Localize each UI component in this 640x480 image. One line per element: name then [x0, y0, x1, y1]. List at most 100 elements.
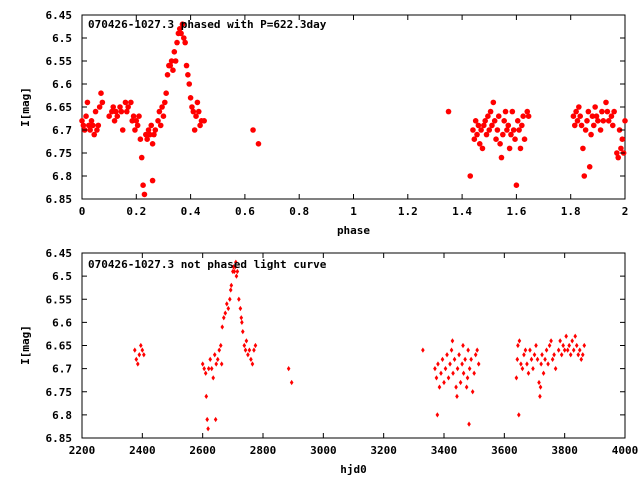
- data-point: [187, 95, 194, 101]
- y-tick-label: 6.7: [52, 124, 72, 137]
- data-point: [568, 352, 573, 358]
- y-tick-label: 6.6: [52, 78, 72, 91]
- y-axis-title: I[mag]: [19, 87, 32, 127]
- data-point: [204, 393, 209, 399]
- data-point: [201, 118, 207, 124]
- data-point: [540, 352, 544, 358]
- data-point: [475, 122, 482, 129]
- data-point: [168, 58, 175, 64]
- data-point: [185, 72, 191, 78]
- data-point: [80, 122, 87, 129]
- data-point: [186, 81, 193, 87]
- data-point: [597, 127, 604, 133]
- data-point: [191, 127, 198, 133]
- data-point: [446, 375, 451, 381]
- data-point: [139, 342, 143, 349]
- data-point: [482, 118, 488, 124]
- data-point: [217, 347, 222, 353]
- data-point: [125, 104, 131, 110]
- data-point: [517, 145, 524, 152]
- y-tick-label: 6.7: [52, 363, 72, 376]
- data-point: [490, 99, 497, 106]
- data-point: [250, 127, 256, 133]
- data-point: [590, 122, 597, 129]
- data-point: [137, 136, 144, 142]
- data-point: [140, 347, 145, 353]
- data-point: [525, 361, 529, 367]
- data-point: [250, 361, 255, 367]
- x-tick-label: 1.8: [561, 205, 581, 218]
- data-point: [550, 356, 555, 362]
- data-point: [622, 118, 628, 124]
- data-point: [458, 379, 463, 386]
- data-point: [543, 356, 547, 362]
- data-point: [539, 361, 543, 367]
- data-point: [181, 35, 187, 41]
- data-point: [553, 366, 558, 372]
- data-point: [470, 389, 475, 395]
- data-point: [247, 347, 252, 353]
- data-point: [526, 370, 531, 376]
- x-tick-label: 1.2: [398, 205, 418, 218]
- data-point: [113, 108, 119, 115]
- data-point: [132, 347, 137, 353]
- data-point: [495, 113, 502, 119]
- data-point: [584, 118, 590, 124]
- data-point: [117, 104, 123, 110]
- data-point: [157, 122, 164, 129]
- data-point: [579, 356, 584, 362]
- data-point: [147, 131, 153, 138]
- data-point: [562, 347, 567, 353]
- data-point: [92, 108, 99, 115]
- x-tick-label: 2800: [250, 444, 277, 457]
- y-tick-label: 6.55: [46, 55, 73, 68]
- x-tick-label: 2600: [189, 444, 216, 457]
- data-point: [421, 347, 425, 353]
- x-axis-ticks: 2200 2400 2600 2800 3000 3200 3400 3600 3800 4000: [69, 253, 638, 457]
- data-point: [232, 268, 237, 275]
- data-point: [145, 127, 152, 133]
- data-point: [220, 324, 225, 330]
- data-point: [109, 108, 115, 115]
- data-point: [228, 296, 232, 302]
- y-tick-label: 6.75: [46, 147, 73, 160]
- data-point: [172, 58, 179, 64]
- data-point: [460, 361, 464, 367]
- data-point: [479, 145, 486, 152]
- data-point: [605, 118, 612, 124]
- data-point: [118, 108, 125, 115]
- data-points: [79, 21, 628, 198]
- data-point: [521, 136, 528, 142]
- data-point: [440, 356, 445, 362]
- data-point: [457, 352, 461, 358]
- data-point: [286, 366, 291, 372]
- data-point: [202, 366, 206, 372]
- data-point: [546, 361, 550, 367]
- data-point: [608, 113, 615, 119]
- data-point: [155, 118, 161, 124]
- data-point: [538, 384, 543, 390]
- data-point: [99, 99, 106, 106]
- data-point: [159, 104, 165, 110]
- data-point: [142, 352, 146, 358]
- data-point: [233, 264, 238, 270]
- data-point: [90, 122, 96, 129]
- data-point: [225, 301, 229, 307]
- data-point: [573, 333, 578, 339]
- data-point: [520, 366, 525, 372]
- data-point: [467, 173, 474, 179]
- data-point: [136, 113, 142, 119]
- data-point: [604, 108, 611, 115]
- data-point: [85, 122, 92, 129]
- data-point: [128, 99, 134, 106]
- data-point: [253, 342, 258, 349]
- data-point: [589, 113, 596, 119]
- data-point: [149, 141, 156, 147]
- data-point: [114, 113, 121, 119]
- data-point: [586, 164, 593, 170]
- data-point: [235, 268, 240, 275]
- x-tick-label: 0.6: [235, 205, 255, 218]
- data-point: [439, 370, 443, 376]
- data-point: [549, 338, 553, 344]
